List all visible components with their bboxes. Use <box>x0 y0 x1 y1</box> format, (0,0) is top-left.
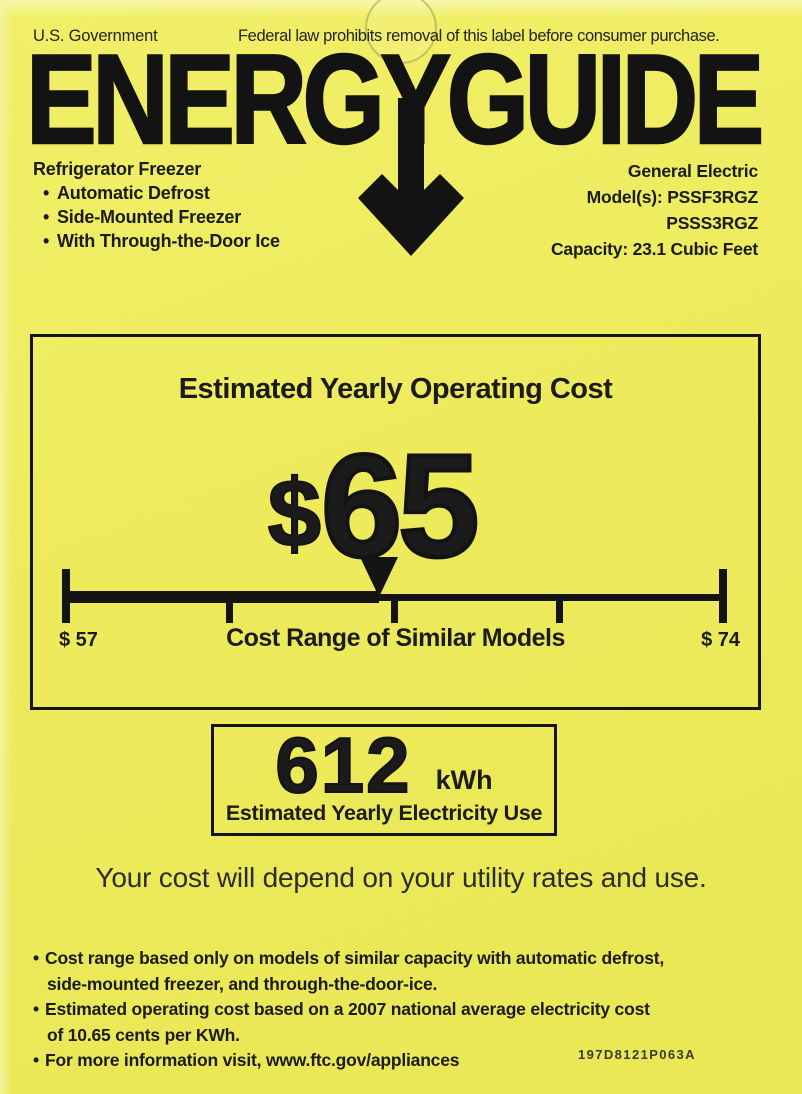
footnote-line: side-mounted freezer, and through-the-do… <box>47 973 438 994</box>
footnote-line: • Cost range based only on models of simi… <box>33 946 763 972</box>
footnote-line: of 10.65 cents per KWh. <box>47 1024 240 1045</box>
down-arrow-icon <box>358 98 464 256</box>
electricity-use-box: 612 kWh Estimated Yearly Electricity Use <box>211 724 557 836</box>
footnotes: • Cost range based only on models of simi… <box>33 946 763 1074</box>
label-part-number: 197D8121P063A <box>578 1047 696 1062</box>
manufacturer-info: General Electric Model(s): PSSF3RGZ PSSS… <box>551 158 758 262</box>
feature-label: Side-Mounted Freezer <box>57 207 242 227</box>
cost-marker-icon <box>360 557 398 597</box>
electricity-use-caption: Estimated Yearly Electricity Use <box>225 800 543 825</box>
scale-min-label: $ 57 <box>59 629 98 651</box>
scale-max-label: $ 74 <box>701 629 740 651</box>
us-government-label: U.S. Government <box>33 27 158 45</box>
scale-mid-tick <box>226 597 233 623</box>
utility-rates-disclaimer: Your cost will depend on your utility ra… <box>95 862 707 893</box>
footnote-text: For more information visit, www.ftc.gov/… <box>45 1050 460 1070</box>
title-guide: GUIDE <box>446 28 766 171</box>
currency-symbol: $ <box>267 459 322 568</box>
cost-range-scale <box>62 557 727 623</box>
bullet-icon: • <box>33 1050 39 1070</box>
energyguide-title: ENERGYGUIDE <box>25 35 765 165</box>
manufacturer-name: General Electric <box>627 161 758 181</box>
scale-mid-tick <box>556 597 563 623</box>
bullet-icon: • <box>33 948 39 968</box>
model-line-1: Model(s): PSSF3RGZ <box>586 187 759 207</box>
footnote-text: Estimated operating cost based on a 2007… <box>45 999 650 1019</box>
footnote-line: • For more information visit, www.ftc.gov… <box>33 1048 763 1074</box>
feature-label: With Through-the-Door Ice <box>57 231 280 251</box>
operating-cost-heading: Estimated Yearly Operating Cost <box>178 373 613 405</box>
scale-end-tick-left <box>62 569 70 623</box>
kwh-value: 612 <box>274 721 412 810</box>
electricity-use-row: 612 kWh <box>274 721 493 810</box>
legal-notice: Federal law prohibits removal of this la… <box>238 27 720 45</box>
model-line-2: PSSS3RGZ <box>666 213 758 233</box>
bullet-icon: • <box>33 999 39 1019</box>
footnote-line: • Estimated operating cost based on a 200… <box>33 997 763 1023</box>
title-energy: ENERGY <box>25 28 452 171</box>
yearly-cost-value: $65 <box>9 431 734 581</box>
cost-amount: 65 <box>319 424 481 587</box>
operating-cost-box: Estimated Yearly Operating Cost $65 $ 57… <box>30 334 761 710</box>
product-category: Refrigerator Freezer <box>33 159 202 179</box>
product-feature: • With Through-the-Door Ice <box>33 229 280 253</box>
product-feature: • Automatic Defrost <box>33 181 280 205</box>
scale-end-tick-right <box>719 569 727 623</box>
hang-hole <box>365 0 437 64</box>
footnote-text: Cost range based only on models of simil… <box>45 948 665 968</box>
bullet-icon: • <box>43 231 50 251</box>
product-feature: • Side-Mounted Freezer <box>33 205 280 229</box>
scale-mid-tick <box>391 597 398 623</box>
feature-label: Automatic Defrost <box>57 183 210 203</box>
bullet-icon: • <box>43 183 50 203</box>
kwh-unit: kWh <box>435 764 493 795</box>
product-info: Refrigerator Freezer • Automatic Defrost … <box>33 157 280 253</box>
capacity: Capacity: 23.1 Cubic Feet <box>550 239 758 259</box>
bullet-icon: • <box>43 207 50 227</box>
scale-caption: Cost Range of Similar Models <box>226 624 565 652</box>
